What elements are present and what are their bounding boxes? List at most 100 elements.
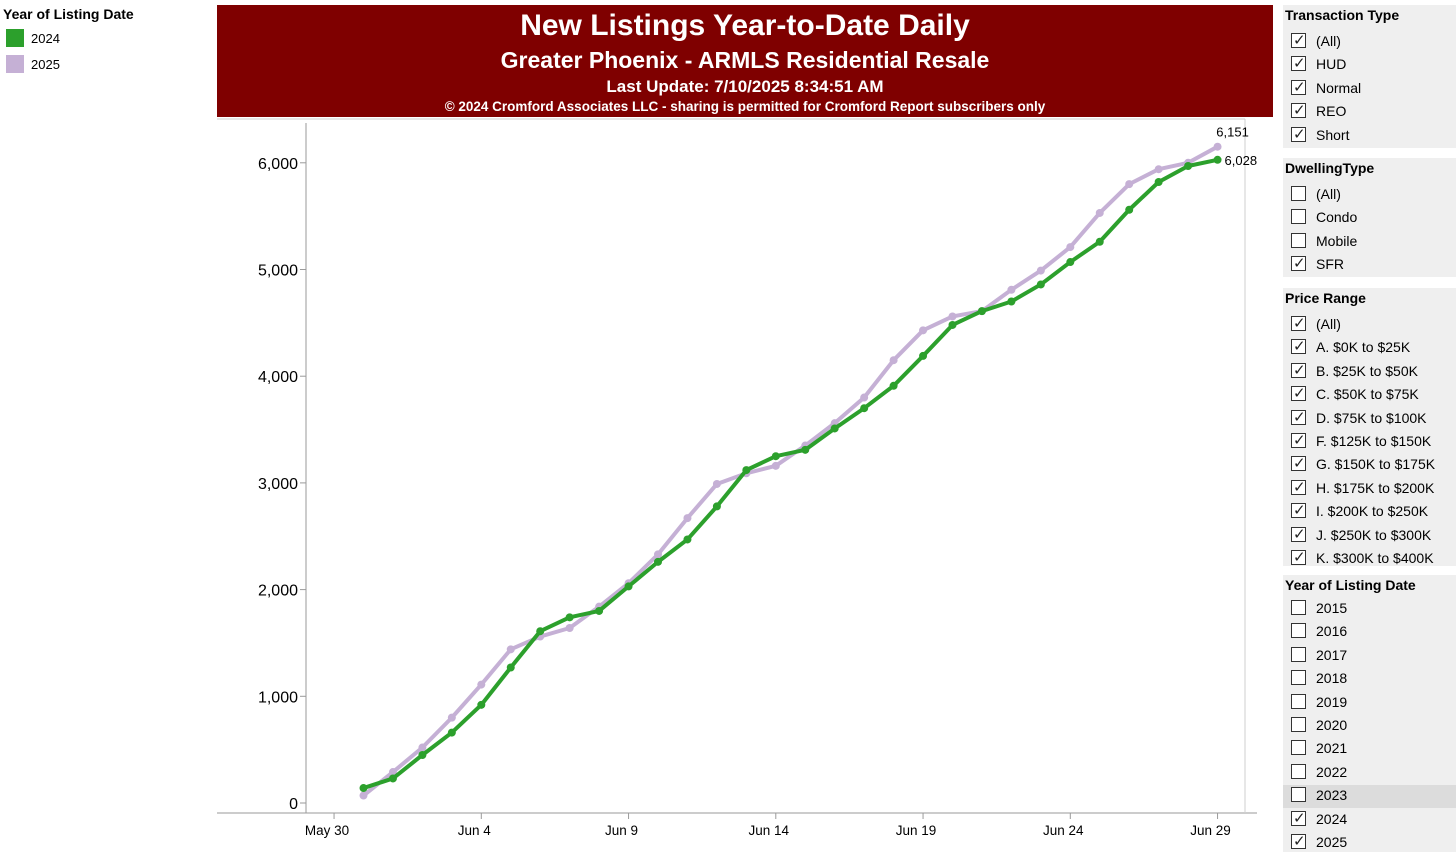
filter-option-transaction-type[interactable]: REO bbox=[1283, 101, 1456, 124]
filter-option-price-range[interactable]: A. $0K to $25K bbox=[1283, 337, 1456, 360]
x-tick-label: May 30 bbox=[305, 823, 349, 838]
data-point-2024 bbox=[595, 606, 604, 615]
filter-option-transaction-type[interactable]: Short bbox=[1283, 125, 1456, 148]
filter-option-price-range[interactable]: K. $300K to $400K bbox=[1283, 548, 1456, 571]
filter-option-label: (All) bbox=[1316, 316, 1341, 332]
filter-option-label: 2025 bbox=[1316, 834, 1348, 850]
legend-item-2024[interactable]: 2024 bbox=[6, 29, 60, 47]
filter-option-listing-year[interactable]: 2017 bbox=[1283, 645, 1456, 668]
data-point-2024 bbox=[948, 320, 957, 329]
filter-option-label: I. $200K to $250K bbox=[1316, 503, 1429, 520]
checkbox[interactable] bbox=[1291, 787, 1306, 803]
filter-option-price-range[interactable]: (All) bbox=[1283, 314, 1456, 337]
filter-option-listing-year[interactable]: 2024 bbox=[1283, 809, 1456, 832]
data-point-2024 bbox=[359, 784, 368, 793]
checkbox[interactable] bbox=[1291, 232, 1306, 248]
checkbox[interactable] bbox=[1291, 717, 1306, 732]
filter-option-label: 2018 bbox=[1316, 670, 1348, 687]
checkbox[interactable] bbox=[1291, 337, 1306, 355]
filter-option-dwelling-type[interactable]: (All) bbox=[1283, 184, 1456, 207]
filter-option-listing-year[interactable]: 2022 bbox=[1283, 762, 1456, 785]
checkbox[interactable] bbox=[1291, 209, 1306, 225]
filter-option-dwelling-type[interactable]: Condo bbox=[1283, 207, 1456, 230]
filter-option-transaction-type[interactable]: Normal bbox=[1283, 78, 1456, 101]
filter-option-transaction-type[interactable]: HUD bbox=[1283, 54, 1456, 77]
data-point-2024 bbox=[1184, 162, 1193, 171]
filter-option-listing-year[interactable]: 2025 bbox=[1283, 832, 1456, 855]
filter-title: Transaction Type bbox=[1285, 7, 1400, 23]
data-point-2025 bbox=[565, 624, 574, 633]
filter-option-listing-year[interactable]: 2019 bbox=[1283, 692, 1456, 715]
data-point-2024 bbox=[977, 307, 986, 316]
filter-option-listing-year[interactable]: 2021 bbox=[1283, 738, 1456, 761]
checkbox[interactable] bbox=[1291, 54, 1306, 72]
filter-option-label: REO bbox=[1316, 103, 1347, 120]
data-point-2025 bbox=[1095, 208, 1104, 217]
filter-option-transaction-type[interactable]: (All) bbox=[1283, 31, 1456, 54]
x-tick-label: Jun 4 bbox=[458, 823, 492, 838]
checkbox[interactable] bbox=[1291, 809, 1306, 827]
checkbox[interactable] bbox=[1291, 78, 1306, 96]
filter-option-listing-year[interactable]: 2020 bbox=[1283, 715, 1456, 738]
data-point-2024 bbox=[1066, 258, 1075, 267]
checkbox[interactable] bbox=[1291, 454, 1306, 472]
data-point-2025 bbox=[948, 312, 957, 321]
data-point-2024 bbox=[654, 557, 662, 566]
checkbox[interactable] bbox=[1291, 646, 1306, 662]
line-chart: 0 1,000 2,000 3,000 4,000 5,000 6,000 May 30 Jun… bbox=[217, 118, 1273, 852]
filter-option-price-range[interactable]: D. $75K to $100K bbox=[1283, 408, 1456, 431]
legend-swatch-2024 bbox=[6, 29, 24, 47]
y-tick-label: 4,000 bbox=[258, 369, 298, 386]
filter-option-price-range[interactable]: I. $200K to $250K bbox=[1283, 501, 1456, 524]
filter-option-dwelling-type[interactable]: SFR bbox=[1283, 254, 1456, 277]
filter-option-listing-year[interactable]: 2016 bbox=[1283, 621, 1456, 644]
checkbox[interactable] bbox=[1291, 548, 1306, 566]
legend-label: 2025 bbox=[31, 56, 60, 72]
checkbox[interactable] bbox=[1291, 740, 1306, 756]
filter-option-listing-year[interactable]: 2018 bbox=[1283, 668, 1456, 691]
checkbox[interactable] bbox=[1291, 361, 1306, 379]
filter-option-price-range[interactable]: J. $250K to $300K bbox=[1283, 525, 1456, 548]
checkbox[interactable] bbox=[1291, 693, 1306, 709]
filter-option-label: H. $175K to $200K bbox=[1316, 479, 1435, 496]
filter-option-price-range[interactable]: H. $175K to $200K bbox=[1283, 478, 1456, 501]
filter-option-label: B. $25K to $50K bbox=[1316, 362, 1418, 379]
data-point-2024 bbox=[536, 627, 545, 636]
data-point-2025 bbox=[683, 514, 692, 523]
series-line-2024 bbox=[361, 157, 1220, 791]
filter-option-dwelling-type[interactable]: Mobile bbox=[1283, 231, 1456, 254]
checkbox[interactable] bbox=[1291, 186, 1306, 201]
checkbox[interactable] bbox=[1291, 314, 1306, 332]
filter-option-label: Normal bbox=[1316, 79, 1362, 96]
checkbox[interactable] bbox=[1291, 31, 1306, 49]
filter-option-listing-year[interactable]: 2015 bbox=[1283, 598, 1456, 621]
end-value-label-2025: 6,151 bbox=[1216, 125, 1249, 140]
checkbox[interactable] bbox=[1291, 623, 1306, 639]
checkbox[interactable] bbox=[1291, 763, 1306, 779]
filter-option-label: 2020 bbox=[1316, 717, 1348, 733]
checkbox[interactable] bbox=[1291, 501, 1306, 519]
legend-item-2025[interactable]: 2025 bbox=[6, 55, 60, 73]
data-point-2025 bbox=[712, 479, 721, 488]
legend-label: 2024 bbox=[31, 30, 60, 46]
filter-option-price-range[interactable]: C. $50K to $75K bbox=[1283, 384, 1456, 407]
checkbox[interactable] bbox=[1291, 408, 1306, 426]
checkbox[interactable] bbox=[1291, 125, 1306, 143]
checkbox[interactable] bbox=[1291, 431, 1306, 449]
data-point-2025 bbox=[477, 680, 486, 689]
checkbox[interactable] bbox=[1291, 478, 1306, 496]
filter-option-price-range[interactable]: F. $125K to $150K bbox=[1283, 431, 1456, 454]
end-value-label-2024: 6,028 bbox=[1225, 153, 1258, 168]
filter-option-price-range[interactable]: B. $25K to $50K bbox=[1283, 361, 1456, 384]
filter-option-price-range[interactable]: G. $150K to $175K bbox=[1283, 454, 1456, 477]
data-point-2024 bbox=[447, 728, 456, 737]
checkbox[interactable] bbox=[1291, 384, 1306, 402]
checkbox[interactable] bbox=[1291, 600, 1306, 615]
filter-title: Year of Listing Date bbox=[1285, 577, 1416, 593]
filter-option-listing-year[interactable]: 2023 bbox=[1283, 785, 1456, 809]
checkbox[interactable] bbox=[1291, 525, 1306, 543]
checkbox[interactable] bbox=[1291, 254, 1306, 272]
checkbox[interactable] bbox=[1291, 670, 1306, 686]
checkbox[interactable] bbox=[1291, 101, 1306, 119]
checkbox[interactable] bbox=[1291, 832, 1306, 850]
